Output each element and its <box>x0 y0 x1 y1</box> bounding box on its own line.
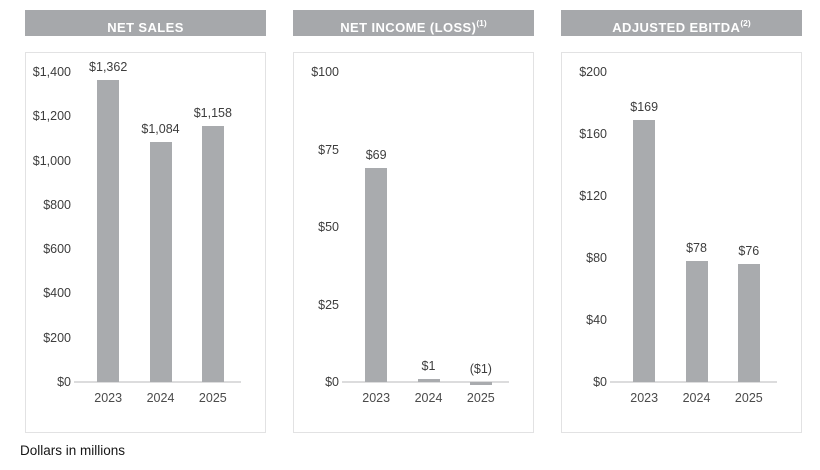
bar-value-label: $78 <box>686 241 707 256</box>
bar-2025 <box>737 264 760 382</box>
y-axis-tick-label: $200 <box>579 65 607 79</box>
bar-2023 <box>97 80 120 382</box>
bar-2023 <box>365 168 388 382</box>
x-axis-label: 2025 <box>734 391 763 405</box>
chart-panel-adjusted-ebitda: ADJUSTED EBITDA(2) $0 $40 $80 $120 $160 $200 $… <box>561 10 802 433</box>
x-axis-label: 2023 <box>630 391 659 405</box>
y-axis-tick-label: $1,200 <box>32 109 71 124</box>
x-axis-label: 2024 <box>146 391 175 405</box>
zero-baseline <box>342 381 509 383</box>
bar-2024 <box>685 261 708 382</box>
chart-title-text: NET INCOME (LOSS) <box>340 20 477 35</box>
chart-title-text: ADJUSTED EBITDA <box>612 20 741 35</box>
y-axis-tick-label: $50 <box>318 220 339 234</box>
bar-2025 <box>201 125 224 382</box>
x-axis-label: 2025 <box>466 391 495 405</box>
plot-area-net-income: $0 $25 $50 $75 $100 $69 2023 $1 2024 ($1) 2025 <box>311 65 509 405</box>
chart-title-superscript: (1) <box>476 18 487 28</box>
zero-baseline <box>74 381 241 383</box>
y-axis-tick-label: $80 <box>586 251 607 265</box>
y-axis-tick-label: $75 <box>318 142 339 157</box>
chart-frame: $0 $25 $50 $75 $100 $69 2023 $1 2024 ($1) 2025 <box>293 52 534 433</box>
chart-panel-net-sales: NET SALES $0 $200 $400 $600 $800 $1,000 $1,200… <box>25 10 266 433</box>
charts-row: NET SALES $0 $200 $400 $600 $800 $1,000 $1,200… <box>25 10 802 433</box>
bar-2024 <box>149 141 172 382</box>
y-axis-tick-label: $160 <box>579 127 607 141</box>
zero-baseline <box>610 381 777 383</box>
chart-title-adjusted-ebitda: ADJUSTED EBITDA(2) <box>561 10 802 36</box>
bar-value-label: $1,084 <box>141 121 180 136</box>
plot-area-net-sales: $0 $200 $400 $600 $800 $1,000 $1,200 $1,400 $1,3… <box>33 60 241 405</box>
bar-2023 <box>633 120 656 382</box>
y-axis-tick-label: $40 <box>586 313 607 327</box>
bar-value-label: $69 <box>365 148 387 163</box>
y-axis-tick-label: $0 <box>57 375 71 389</box>
chart-panel-net-income: NET INCOME (LOSS)(1) $0 $25 $50 $75 $100 $69 2… <box>293 10 534 433</box>
plot-area-adjusted-ebitda: $0 $40 $80 $120 $160 $200 $169 2023 $78 2024 $76 20… <box>579 65 777 405</box>
y-axis-tick-label: $800 <box>43 197 71 212</box>
chart-title-text: NET SALES <box>107 20 184 35</box>
bar-2025 <box>469 382 492 386</box>
footnote-dollars-in-millions: Dollars in millions <box>20 443 126 458</box>
y-axis-tick-label: $100 <box>311 65 339 79</box>
chart-frame: $0 $200 $400 $600 $800 $1,000 $1,200 $1,400 $1,3… <box>25 52 266 433</box>
chart-title-net-sales: NET SALES <box>25 10 266 36</box>
y-axis-tick-label: $1,400 <box>32 65 71 79</box>
bar-value-label: $169 <box>630 100 659 115</box>
y-axis-tick-label: $120 <box>579 189 607 203</box>
y-axis-tick-label: $400 <box>43 286 71 301</box>
y-axis-tick-label: $200 <box>43 330 71 345</box>
bar-value-label: $1,158 <box>193 105 232 120</box>
bar-value-label: ($1) <box>469 362 492 376</box>
x-axis-label: 2023 <box>362 391 391 405</box>
bar-value-label: $76 <box>738 244 760 259</box>
y-axis-tick-label: $1,000 <box>32 153 71 168</box>
y-axis-tick-label: $0 <box>593 375 607 389</box>
chart-title-net-income: NET INCOME (LOSS)(1) <box>293 10 534 36</box>
x-axis-label: 2024 <box>682 391 711 405</box>
y-axis-tick-label: $25 <box>318 297 339 312</box>
y-axis-tick-label: $0 <box>325 375 339 389</box>
y-axis-tick-label: $600 <box>43 242 71 257</box>
x-axis-label: 2025 <box>198 391 227 405</box>
chart-title-superscript: (2) <box>740 18 751 28</box>
chart-frame: $0 $40 $80 $120 $160 $200 $169 2023 $78 2024 $76 20… <box>561 52 802 433</box>
x-axis-label: 2024 <box>414 391 443 405</box>
bar-value-label: $1,362 <box>89 60 128 75</box>
bar-value-label: $1 <box>421 358 436 373</box>
bar-2024 <box>417 378 440 382</box>
x-axis-label: 2023 <box>94 391 123 405</box>
